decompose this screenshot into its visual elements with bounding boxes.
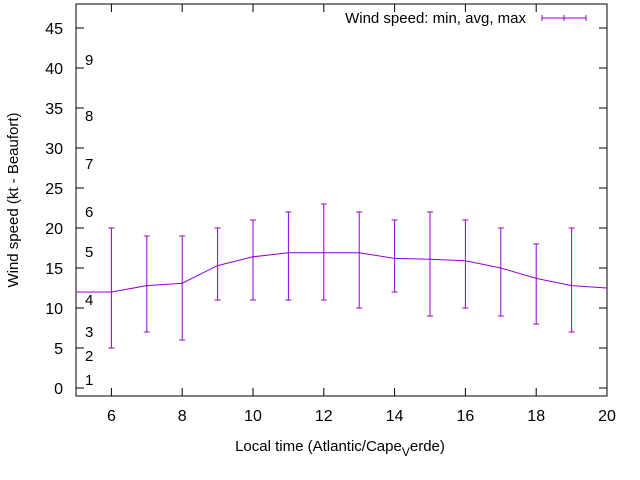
x-axis-title: Local time (Atlantic/CapeVerde): [235, 438, 445, 459]
data-point: [393, 257, 396, 260]
data-point: [464, 260, 467, 262]
x-tick-label: 12: [315, 408, 333, 425]
y-tick-label: 10: [45, 301, 63, 318]
beaufort-label: 8: [85, 108, 93, 125]
y-tick-label: 30: [45, 141, 63, 158]
x-tick-label: 16: [457, 408, 475, 425]
data-point: [216, 264, 219, 267]
x-tick-label: 8: [178, 408, 187, 425]
y-tick-label: 35: [45, 101, 63, 118]
x-tick-label: 6: [107, 408, 116, 425]
beaufort-label: 3: [85, 324, 93, 341]
data-point: [181, 282, 183, 285]
data-point: [358, 252, 361, 254]
data-point: [146, 284, 148, 287]
y-tick-label: 25: [45, 181, 63, 198]
x-axis-title-subscript: V: [402, 445, 410, 459]
y-tick-label: 20: [45, 221, 63, 238]
y-tick-label: 40: [45, 61, 63, 78]
plot-frame: [75, 3, 608, 397]
y-tick-label: 15: [45, 261, 63, 278]
y-tick-label: 0: [54, 381, 63, 398]
data-point: [252, 255, 254, 258]
legend-label: Wind speed: min, avg, max: [345, 10, 526, 27]
data-point: [570, 284, 573, 287]
series-line-avg: [76, 252, 608, 293]
data-point: [535, 277, 537, 280]
data-point: [75, 291, 77, 293]
beaufort-label: 9: [85, 52, 93, 69]
beaufort-label: 1: [85, 372, 93, 389]
data-point: [287, 252, 290, 254]
x-tick-label: 18: [527, 408, 545, 425]
beaufort-label: 6: [85, 204, 93, 221]
data-point: [110, 291, 113, 293]
beaufort-label: 4: [85, 292, 93, 309]
y-tick-label: 5: [54, 341, 63, 358]
x-axis-title-part-1: Local time (Atlantic/Cape: [235, 438, 402, 455]
x-tick-label: 10: [244, 408, 262, 425]
x-tick-label: 14: [386, 408, 404, 425]
beaufort-label: 7: [85, 156, 93, 173]
beaufort-label: 5: [85, 244, 93, 261]
x-axis-title-part-2: erde): [410, 438, 445, 455]
data-point: [323, 252, 325, 254]
y-tick-label: 45: [45, 21, 63, 38]
data-point: [606, 287, 608, 289]
data-point: [500, 267, 502, 269]
y-axis-title: Wind speed (kt - Beaufort): [5, 112, 22, 287]
data-point: [429, 258, 431, 261]
x-tick-label: 20: [598, 408, 616, 425]
beaufort-label: 2: [85, 348, 93, 365]
